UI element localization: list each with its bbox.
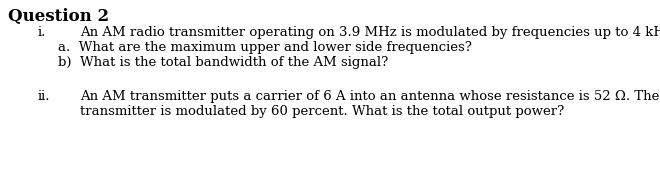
Text: An AM transmitter puts a carrier of 6 A into an antenna whose resistance is 52 Ω: An AM transmitter puts a carrier of 6 A …	[80, 90, 659, 103]
Text: a.  What are the maximum upper and lower side frequencies?: a. What are the maximum upper and lower …	[58, 41, 472, 54]
Text: Question 2: Question 2	[8, 8, 109, 25]
Text: An AM radio transmitter operating on 3.9 MHz is modulated by frequencies up to 4: An AM radio transmitter operating on 3.9…	[80, 26, 660, 39]
Text: ii.: ii.	[38, 90, 51, 103]
Text: transmitter is modulated by 60 percent. What is the total output power?: transmitter is modulated by 60 percent. …	[80, 105, 564, 118]
Text: i.: i.	[38, 26, 46, 39]
Text: b)  What is the total bandwidth of the AM signal?: b) What is the total bandwidth of the AM…	[58, 56, 388, 69]
